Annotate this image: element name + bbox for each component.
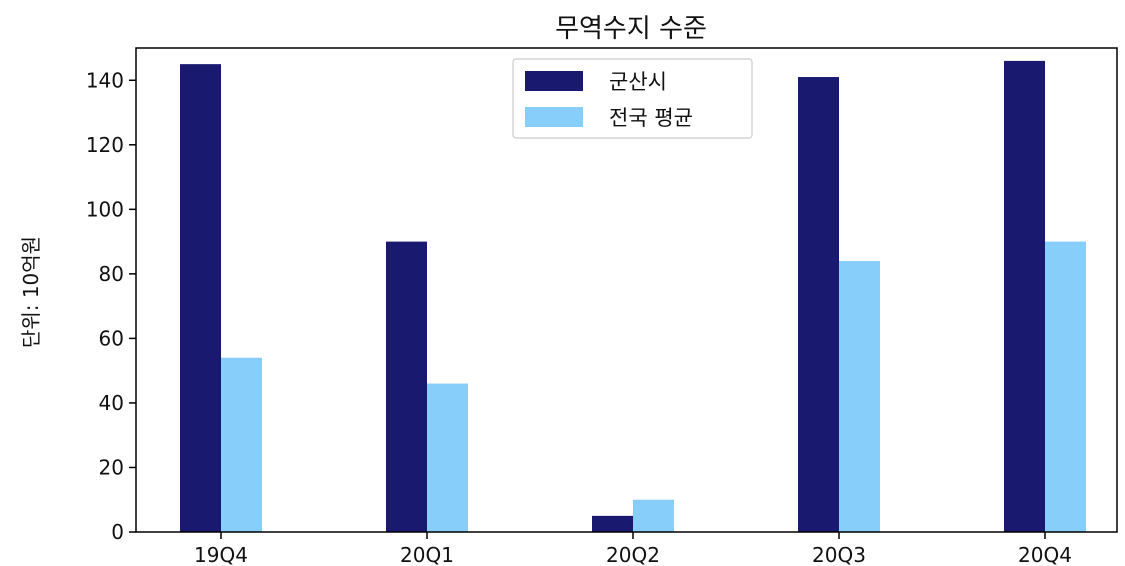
- y-tick-label: 120: [86, 133, 124, 157]
- x-axis-ticks: 19Q4 20Q1 20Q2 20Q3 20Q4: [194, 532, 1072, 566]
- y-tick-label: 20: [99, 455, 124, 479]
- x-tick-label: 20Q4: [1018, 543, 1072, 566]
- x-tick-label: 19Q4: [194, 543, 248, 566]
- bar-20Q3-series-2: [839, 260, 880, 532]
- bar-20Q2-series-1: [592, 515, 633, 532]
- y-tick-label: 40: [99, 391, 124, 415]
- x-tick-label: 20Q3: [812, 543, 866, 566]
- x-tick-label: 20Q2: [606, 543, 660, 566]
- y-tick-label: 60: [99, 326, 124, 350]
- y-tick-label: 100: [86, 197, 124, 221]
- bar-20Q1-series-1: [386, 241, 427, 532]
- bar-20Q4-series-2: [1045, 241, 1086, 532]
- bar-20Q1-series-2: [427, 383, 468, 532]
- bar-20Q2-series-2: [633, 499, 674, 532]
- y-axis-label: 단위: 10억원: [19, 236, 43, 348]
- legend-swatch-series-1: [525, 71, 583, 91]
- y-tick-label: 140: [86, 68, 124, 92]
- y-axis-ticks: 0 20 40 60 80 100 120 140: [86, 68, 136, 544]
- bar-19Q4-series-2: [221, 357, 262, 532]
- legend-label-series-1: 군산시: [609, 70, 667, 94]
- chart-title: 무역수지 수준: [555, 14, 707, 44]
- bar-20Q3-series-1: [798, 77, 839, 532]
- legend-label-series-2: 전국 평균: [609, 106, 693, 130]
- bar-20Q4-series-1: [1004, 60, 1045, 532]
- bars-group: [180, 60, 1086, 532]
- bar-19Q4-series-1: [180, 64, 221, 532]
- y-tick-label: 0: [111, 520, 124, 544]
- legend-swatch-series-2: [525, 107, 583, 127]
- x-tick-label: 20Q1: [400, 543, 454, 566]
- plot-frame: [135, 47, 1118, 533]
- y-tick-label: 80: [99, 262, 124, 286]
